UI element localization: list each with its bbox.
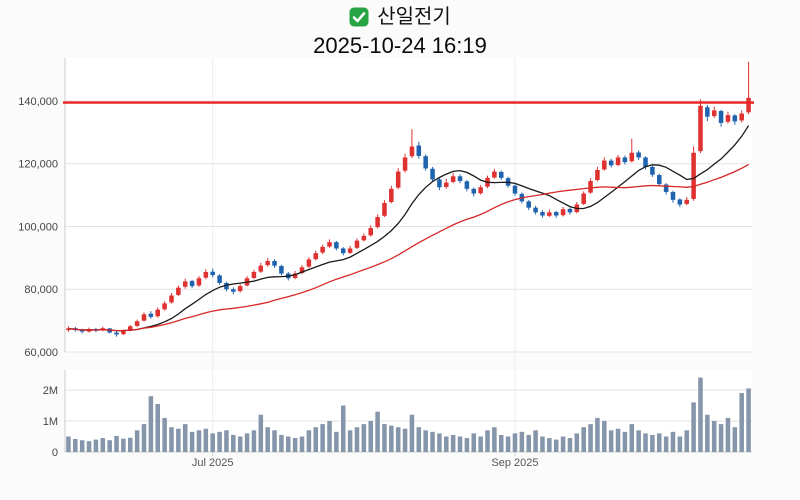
- stock-name: 산일전기: [377, 6, 451, 28]
- chart-header: 산일전기 2025-10-24 16:19: [0, 0, 800, 58]
- stock-chart: 60,000 80,000 100,000 120,000 140,000 0 1M 2M Ju…: [18, 58, 754, 469]
- svg-text:Jul 2025: Jul 2025: [192, 457, 234, 469]
- green-checkbox-icon: [349, 7, 369, 27]
- chart-datetime: 2025-10-24 16:19: [313, 33, 487, 58]
- svg-text:Sep 2025: Sep 2025: [491, 457, 538, 469]
- svg-text:2M: 2M: [43, 385, 58, 397]
- svg-text:80,000: 80,000: [24, 284, 58, 296]
- svg-text:1M: 1M: [43, 416, 58, 428]
- svg-text:60,000: 60,000: [24, 347, 58, 359]
- svg-text:100,000: 100,000: [18, 221, 58, 233]
- svg-text:140,000: 140,000: [18, 96, 58, 108]
- svg-text:0: 0: [52, 447, 58, 459]
- svg-text:120,000: 120,000: [18, 159, 58, 171]
- chart-title-row: 산일전기: [349, 5, 451, 29]
